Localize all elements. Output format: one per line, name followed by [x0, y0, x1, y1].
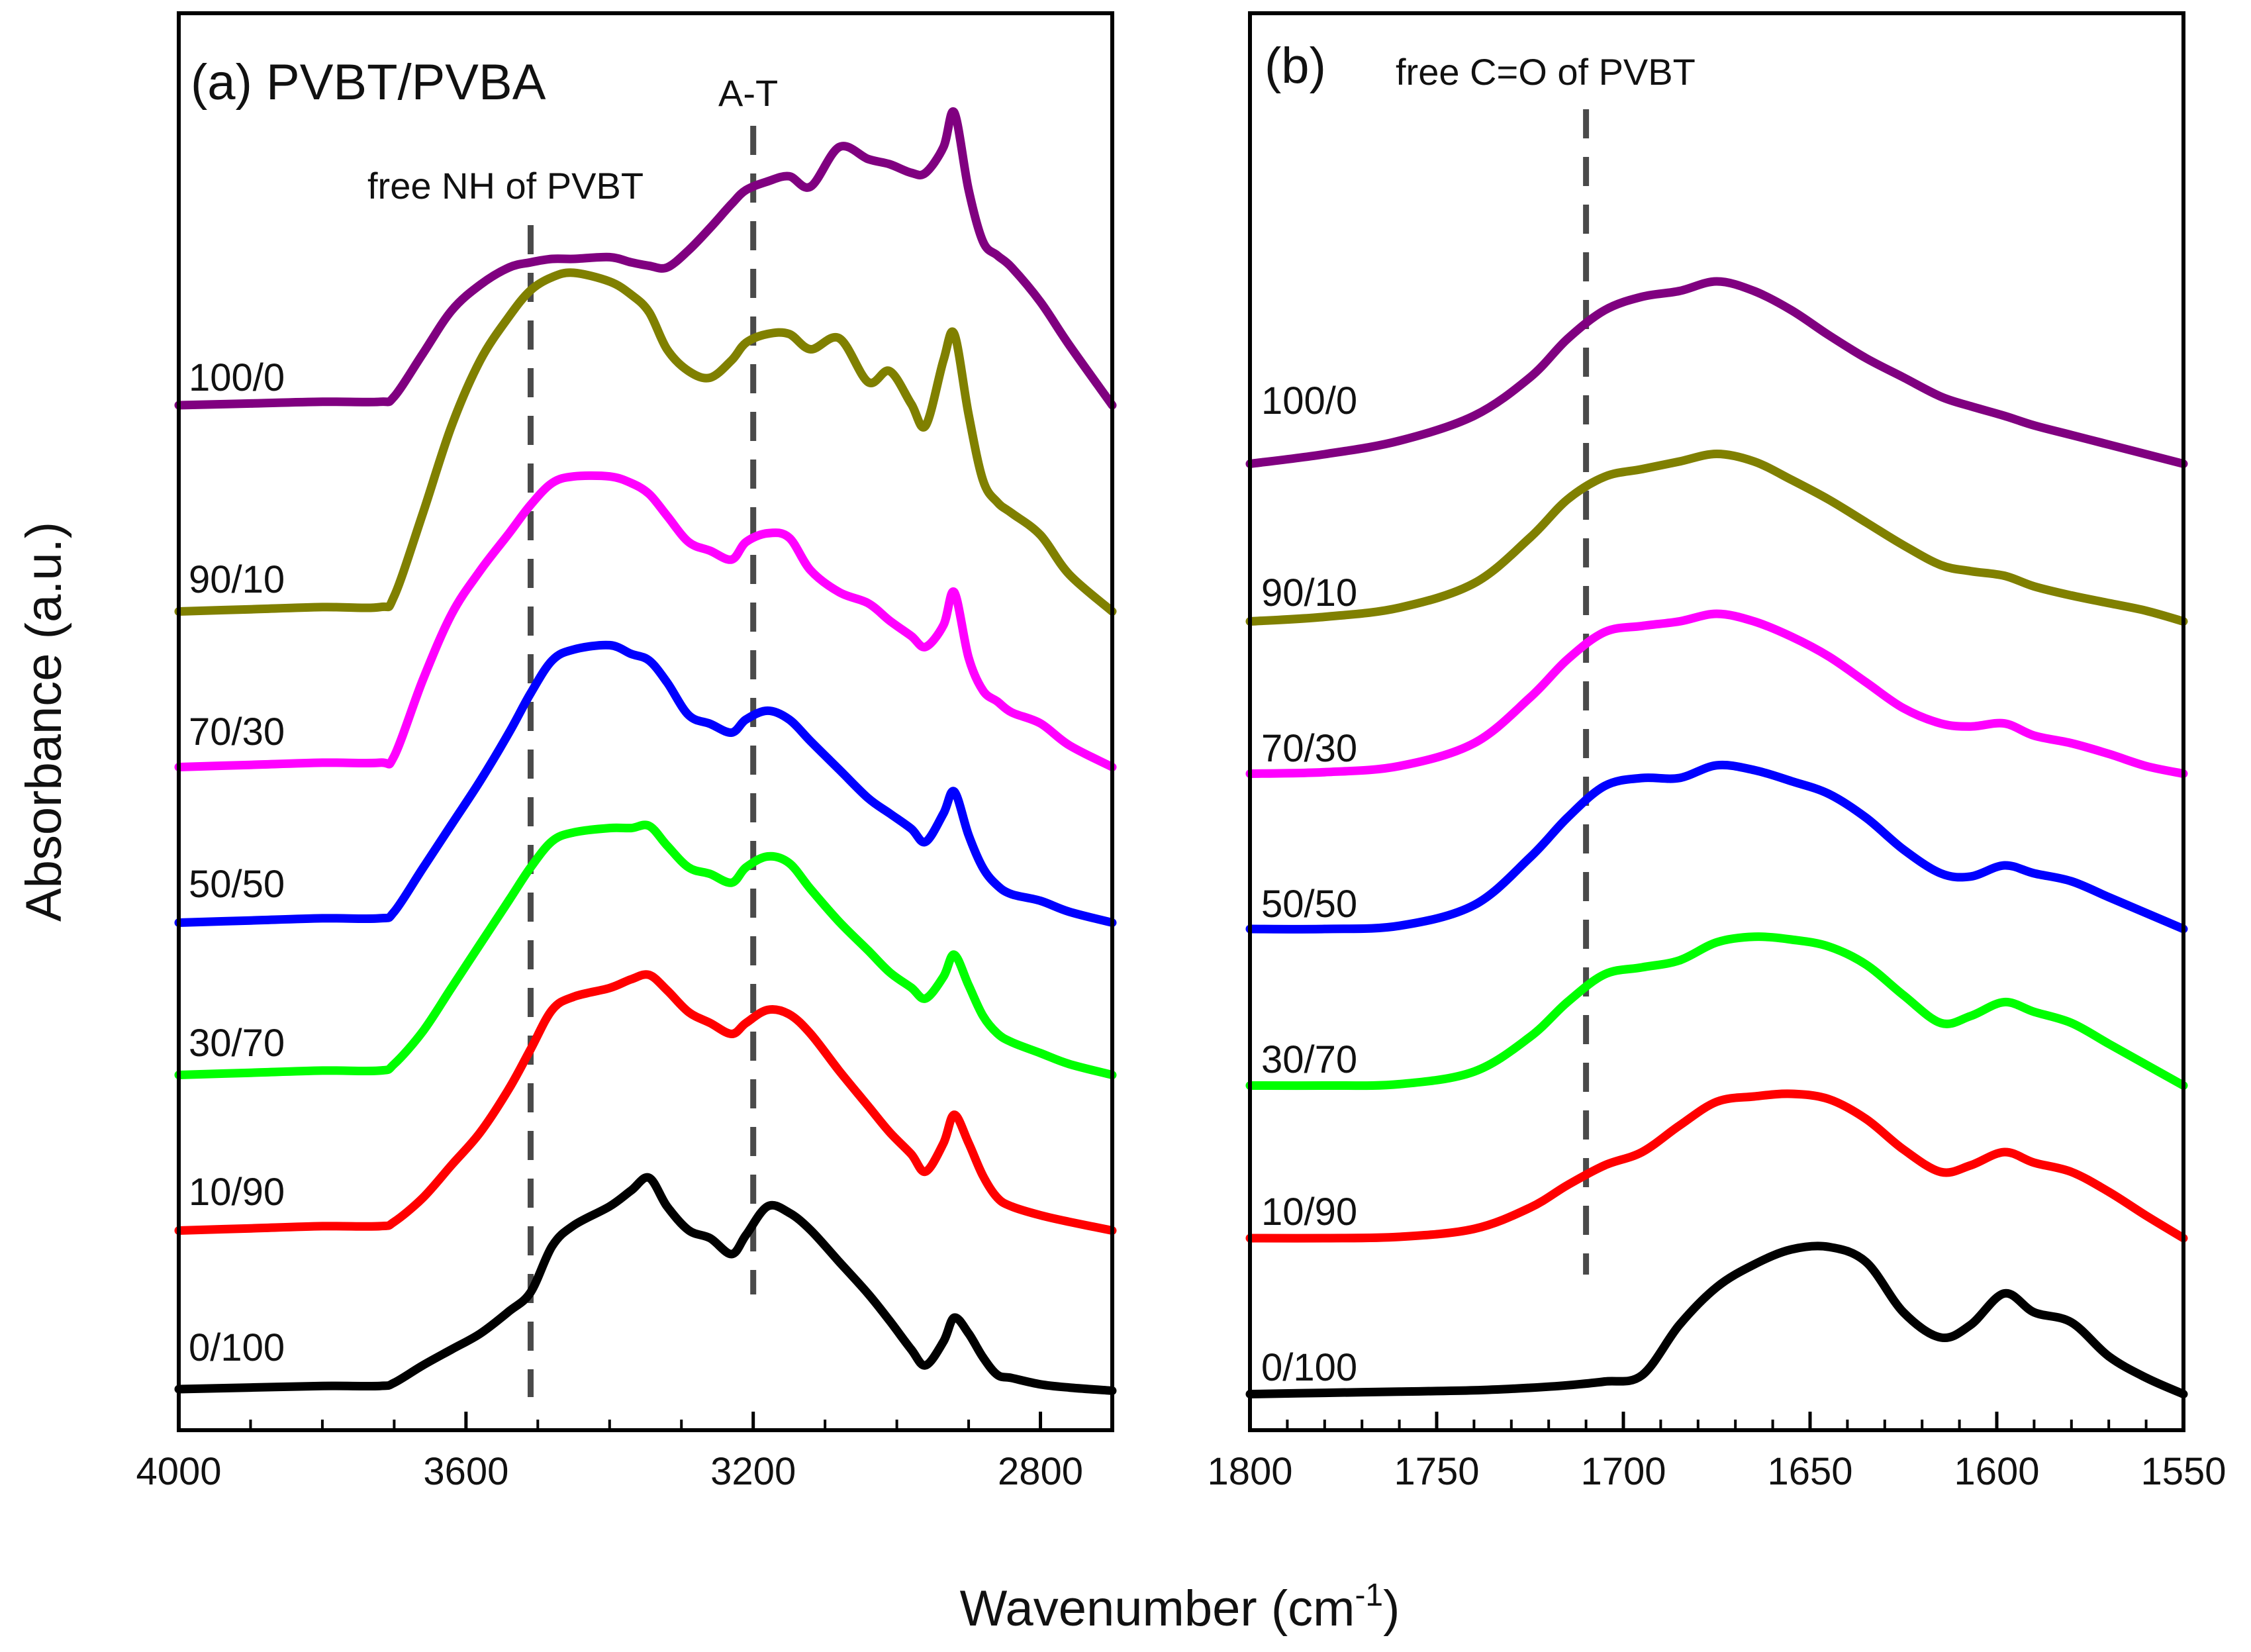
series-line-a-100-0 — [174, 107, 1117, 410]
x-tick-label-a-3200: 3200 — [710, 1450, 796, 1493]
series-label-b-30-70: 30/70 — [1261, 1038, 1357, 1081]
series-line-b-100-0 — [1245, 277, 2188, 468]
series-line-b-70-30 — [1245, 609, 2188, 778]
series-labels-b: 0/100 10/90 30/70 50/50 70/30 90/10 100/0 — [1261, 379, 1357, 1389]
series-label-b-100-0: 100/0 — [1261, 379, 1357, 422]
series-label-a-90-10: 90/10 — [189, 558, 285, 601]
series-line-b-90-10 — [1245, 450, 2188, 626]
x-axis-label-main: Wavenumber (cm — [960, 1580, 1355, 1637]
series-line-a-30-70 — [174, 820, 1117, 1079]
series-line-b-50-50 — [1245, 760, 2188, 934]
series-label-b-0-100: 0/100 — [1261, 1346, 1357, 1389]
x-tick-label-b-1650: 1650 — [1767, 1450, 1852, 1493]
series-line-b-30-70 — [1245, 932, 2188, 1091]
series-label-a-70-30: 70/30 — [189, 710, 285, 753]
panel-title-b: (b) — [1265, 38, 1326, 94]
x-axis-label: Wavenumber (cm-1) — [960, 1578, 1400, 1637]
x-tick-label-a-2800: 2800 — [998, 1450, 1083, 1493]
panel-b: 1800 1750 1700 1650 1600 1550 0/100 10/90 30/70… — [1207, 11, 2227, 1493]
series-line-a-90-10 — [174, 268, 1117, 616]
x-tick-label-b-1750: 1750 — [1394, 1450, 1479, 1493]
plot-frame-a — [177, 11, 1114, 1432]
series-label-a-10-90: 10/90 — [189, 1171, 285, 1214]
series-line-a-0-100 — [174, 1173, 1117, 1395]
series-label-b-10-90: 10/90 — [1261, 1190, 1357, 1234]
reference-lines-a — [527, 126, 757, 1397]
annotation-free-co: free C=O of PVBT — [1396, 51, 1696, 93]
annotation-free-nh: free NH of PVBT — [367, 165, 644, 207]
series-line-b-0-100 — [1245, 1241, 2188, 1398]
x-tick-label-a-3600: 3600 — [423, 1450, 508, 1493]
series-label-b-50-50: 50/50 — [1261, 883, 1357, 926]
series-label-a-30-70: 30/70 — [189, 1022, 285, 1065]
series-label-a-0-100: 0/100 — [189, 1326, 285, 1369]
series-labels-a: 0/100 10/90 30/70 50/50 70/30 90/10 100/0 — [189, 356, 285, 1369]
x-axis-label-sup: -1 — [1355, 1578, 1383, 1613]
x-tick-label-b-1800: 1800 — [1207, 1450, 1292, 1493]
y-axis-label: Absorbance (a.u.) — [16, 522, 72, 922]
panel-title-a: (a) PVBT/PVBA — [191, 54, 546, 111]
plot-frame-b — [1248, 11, 2185, 1432]
series-label-a-100-0: 100/0 — [189, 356, 285, 399]
x-axis-label-close: ) — [1383, 1580, 1400, 1637]
series-line-b-10-90 — [1245, 1089, 2188, 1243]
annotation-a-t: A-T — [718, 72, 778, 114]
series-line-a-10-90 — [174, 970, 1117, 1235]
series-label-b-90-10: 90/10 — [1261, 571, 1357, 614]
x-tick-label-b-1550: 1550 — [2140, 1450, 2226, 1493]
series-label-a-50-50: 50/50 — [189, 863, 285, 906]
series-line-a-70-30 — [174, 471, 1117, 771]
curves-b — [1245, 277, 2188, 1398]
series-line-a-50-50 — [174, 640, 1117, 927]
x-tick-label-b-1700: 1700 — [1580, 1450, 1666, 1493]
x-tick-label-b-1600: 1600 — [1954, 1450, 2039, 1493]
panel-a: 4000 3600 3200 2800 0/100 10/90 30/70 50/50 70/… — [136, 11, 1117, 1493]
curves-a — [174, 107, 1117, 1395]
series-label-b-70-30: 70/30 — [1261, 727, 1357, 770]
x-tick-label-a-4000: 4000 — [136, 1450, 221, 1493]
x-ticks-a: 4000 3600 3200 2800 — [136, 1412, 1114, 1493]
